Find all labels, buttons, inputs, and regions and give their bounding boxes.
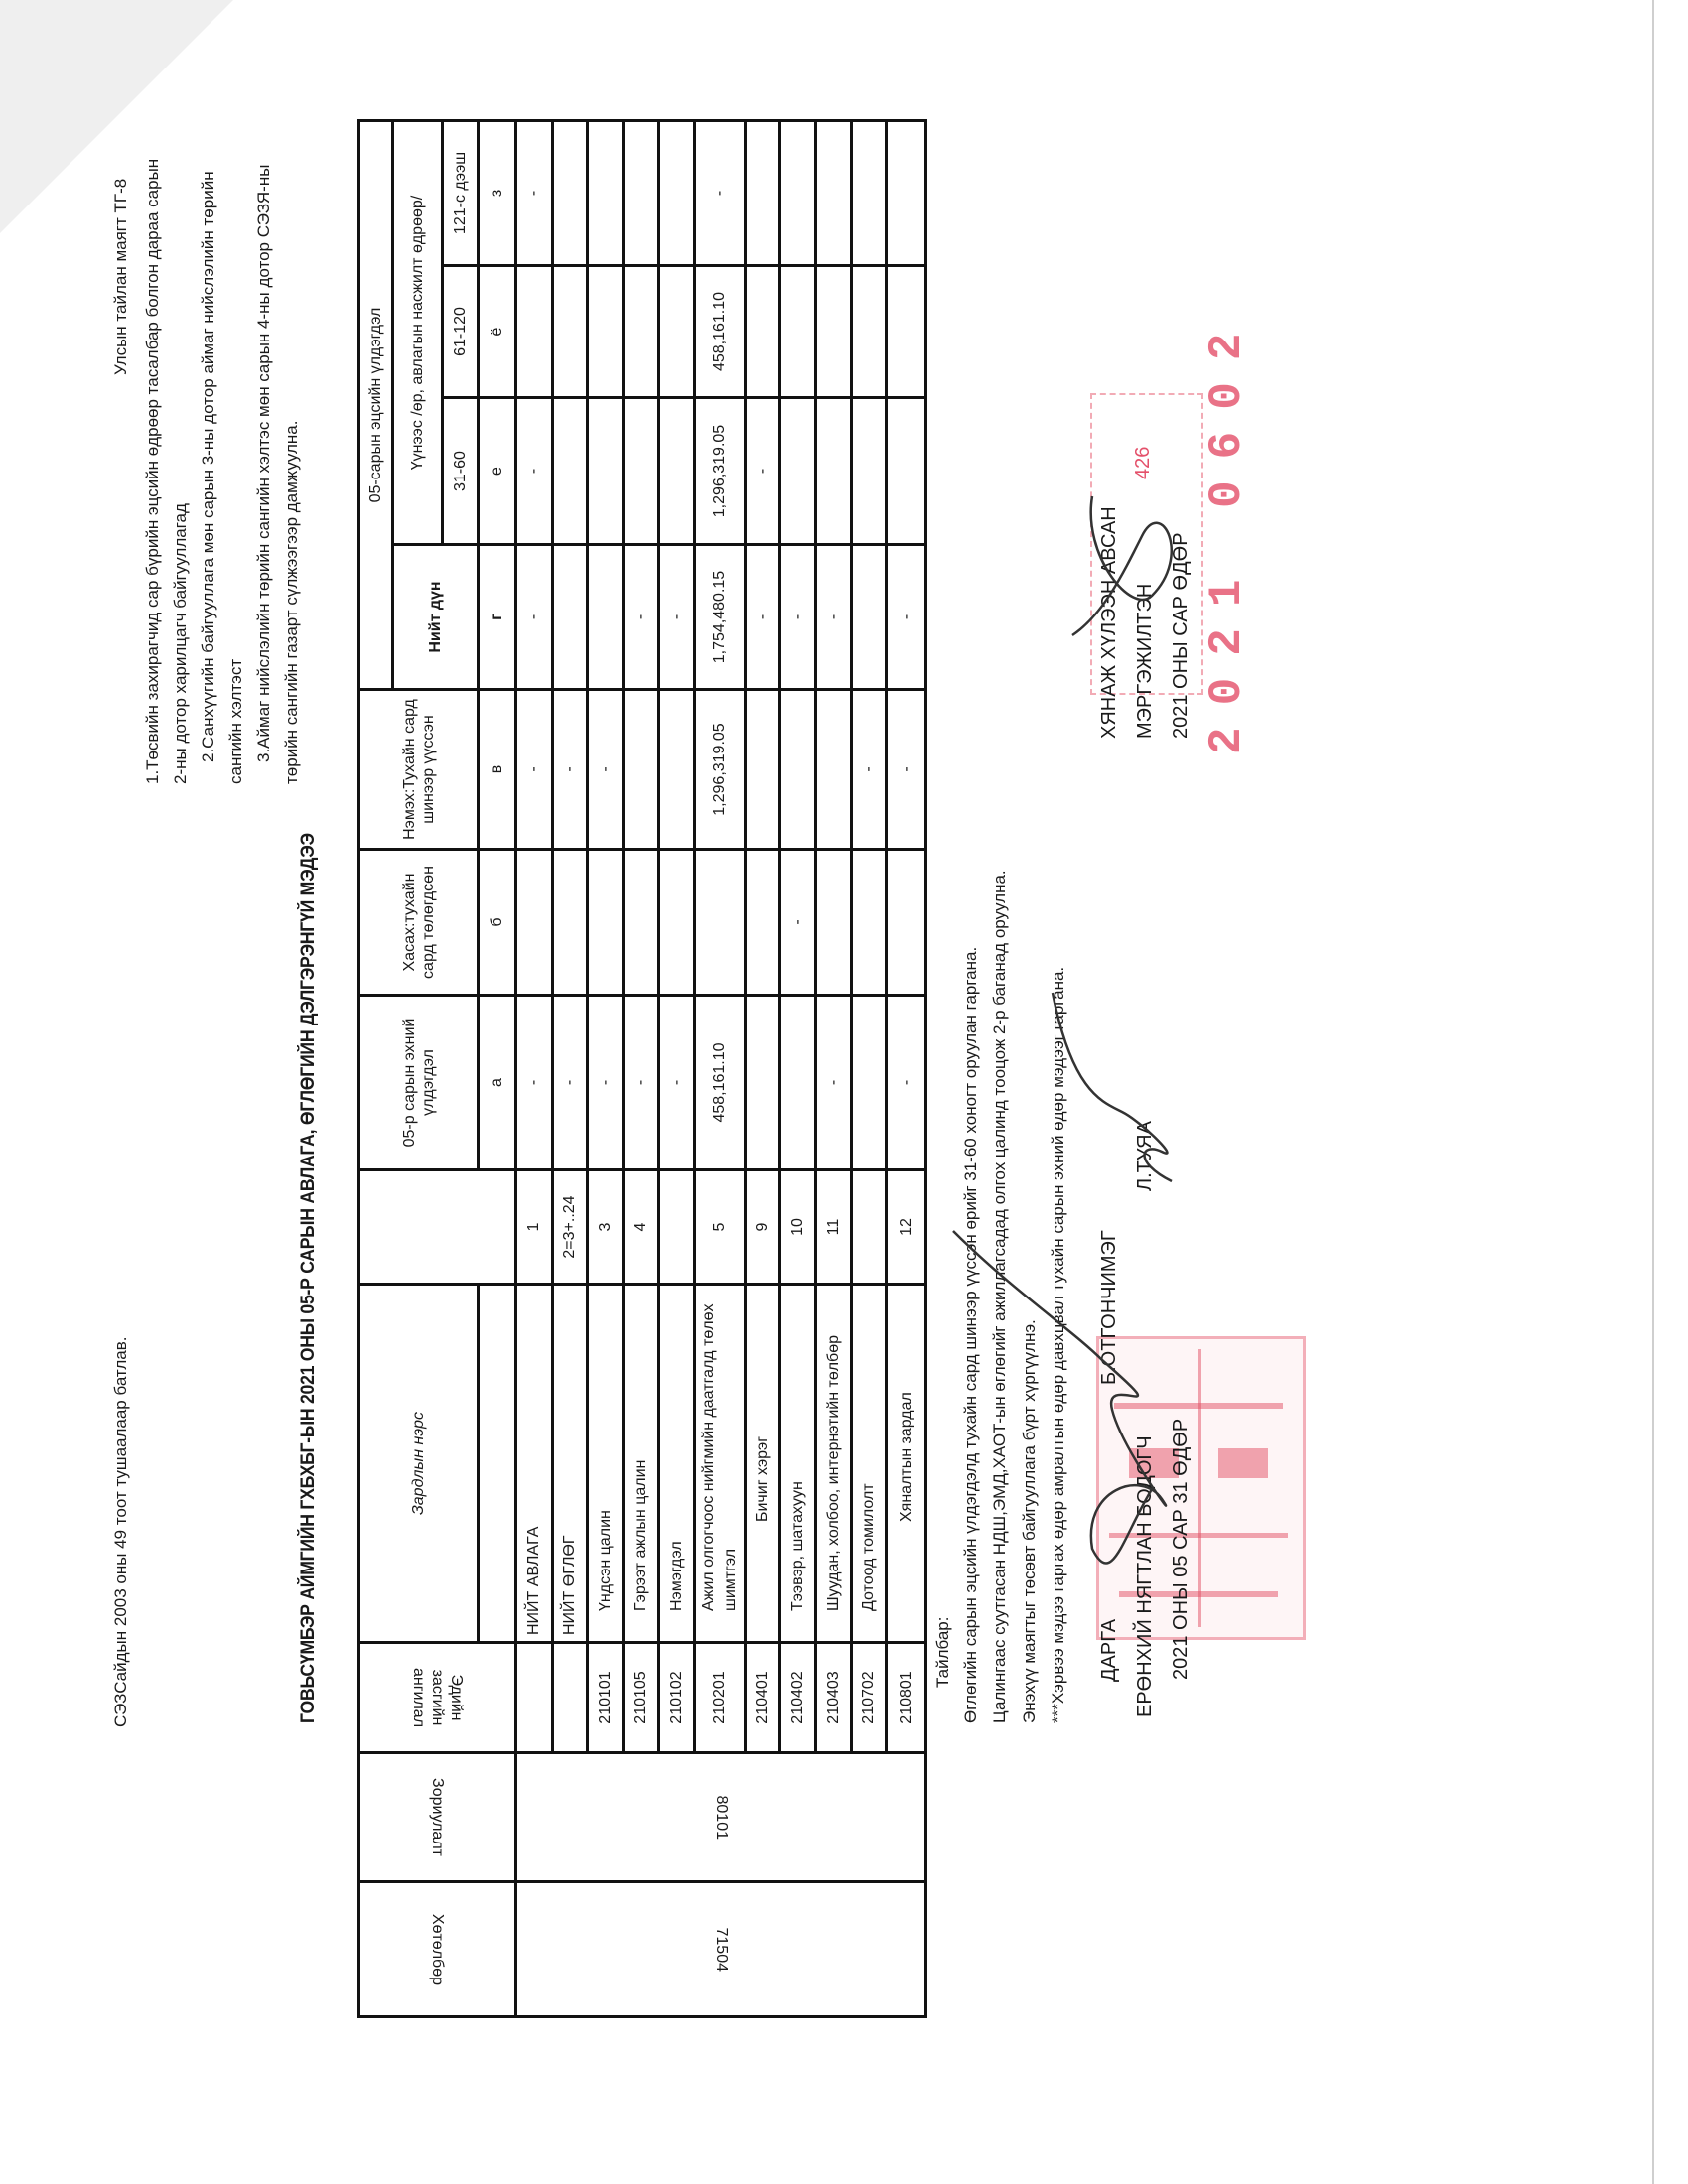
page-fold [0, 0, 233, 233]
scan-edge [1652, 0, 1654, 2184]
